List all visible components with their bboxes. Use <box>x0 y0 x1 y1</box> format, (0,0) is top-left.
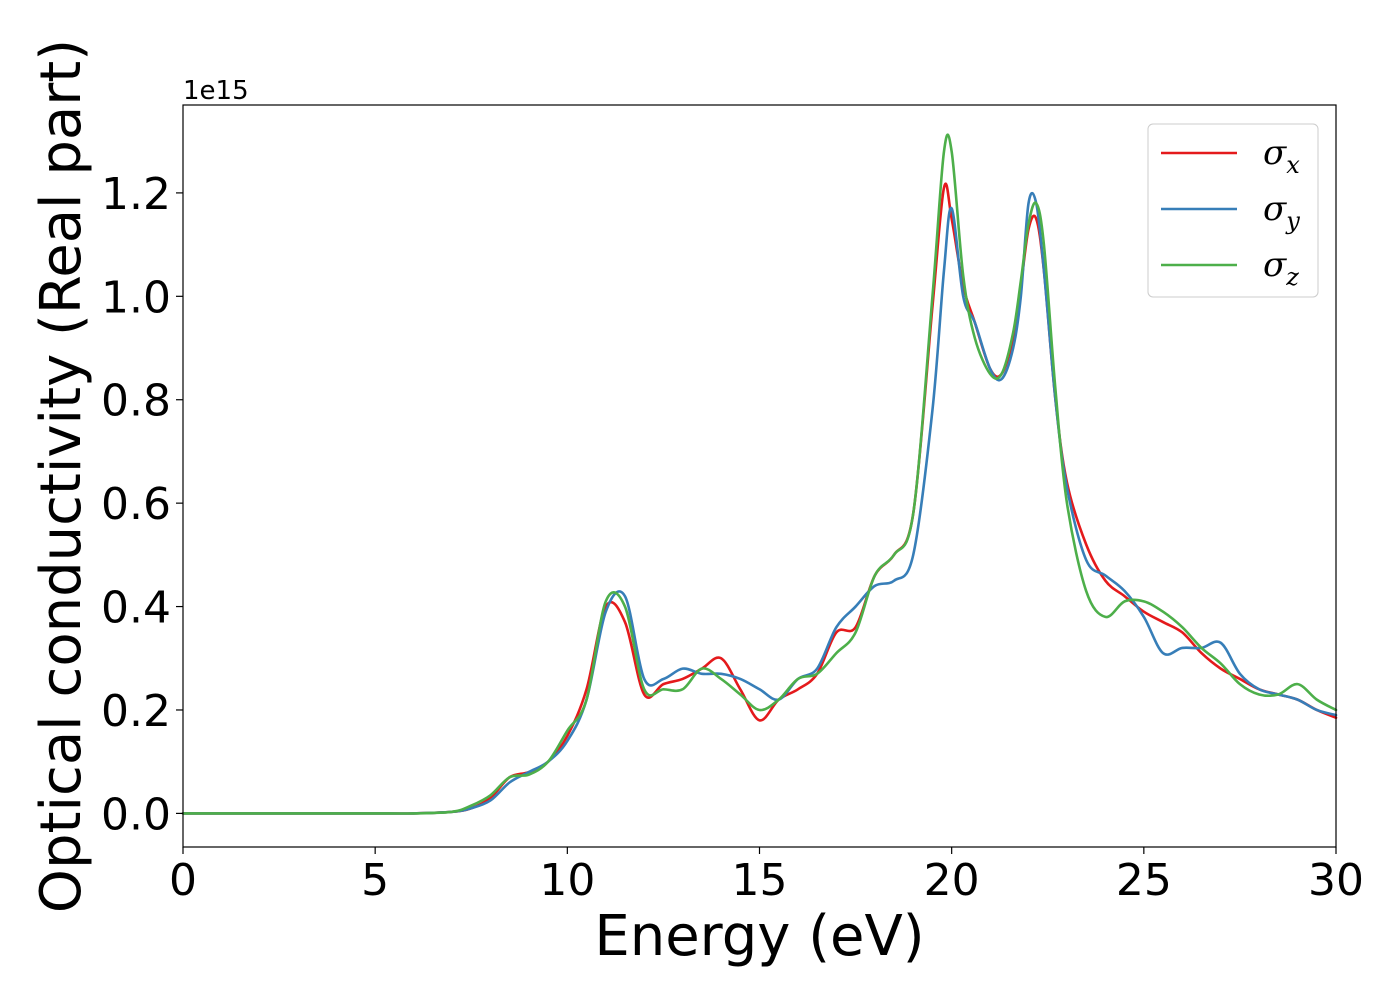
y-tick-label: 0.0 <box>101 789 171 840</box>
x-tick-label: 25 <box>1116 855 1172 906</box>
series-line-z <box>181 133 1338 815</box>
y-tick-label: 1.2 <box>101 169 171 220</box>
y-tick-label: 1.0 <box>101 272 171 323</box>
x-tick-label: 20 <box>924 855 980 906</box>
series-layer <box>181 133 1338 815</box>
x-axis-ticks: 0 5 10 15 20 25 30 <box>169 847 1364 906</box>
y-tick-label: 0.6 <box>101 479 171 530</box>
y-tick-label: 0.2 <box>101 686 171 737</box>
y-axis-ticks: 0.0 0.2 0.4 0.6 0.8 1.0 1.2 <box>101 169 183 840</box>
x-tick-label: 10 <box>539 855 595 906</box>
y-offset-label: 1e15 <box>183 76 249 106</box>
y-tick-label: 0.8 <box>101 376 171 427</box>
x-tick-label: 0 <box>169 855 197 906</box>
y-tick-label: 0.4 <box>101 583 171 634</box>
x-axis-title: Energy (eV) <box>594 904 924 969</box>
x-tick-label: 30 <box>1308 855 1364 906</box>
x-tick-label: 15 <box>732 855 788 906</box>
series-line-y <box>181 191 1338 815</box>
y-axis-title: Optical conductivity (Real part) <box>29 39 94 913</box>
legend-box <box>1147 123 1319 298</box>
x-tick-label: 5 <box>361 855 389 906</box>
